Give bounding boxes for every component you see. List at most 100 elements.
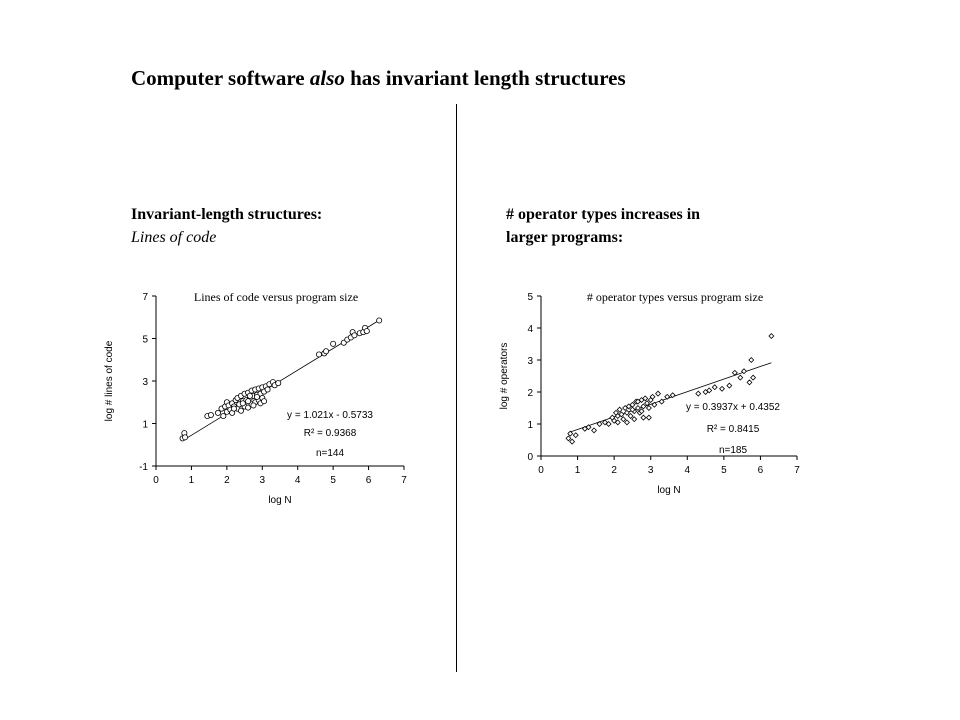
data-point xyxy=(645,405,652,411)
x-tick-label: 6 xyxy=(758,465,764,476)
right-heading-line-1: # operator types increases in xyxy=(506,206,701,223)
data-point xyxy=(616,406,623,413)
data-point xyxy=(363,328,370,335)
data-point xyxy=(746,379,753,386)
data-point xyxy=(629,406,636,413)
y-axis-label: log # operators xyxy=(499,343,510,410)
data-point xyxy=(261,398,268,405)
right-heading-line-2: larger programs: xyxy=(506,229,624,246)
trend-annotation: y = 0.3937x + 0.4352 xyxy=(686,402,780,413)
x-tick-label: 4 xyxy=(685,465,691,476)
data-point xyxy=(731,369,738,376)
data-point xyxy=(627,413,634,419)
data-point xyxy=(623,419,630,426)
data-point xyxy=(315,351,322,358)
x-axis-label: log N xyxy=(657,485,680,496)
x-tick-label: 7 xyxy=(401,475,407,486)
slide-title: Computer software also has invariant len… xyxy=(131,66,626,91)
x-tick-label: 6 xyxy=(366,475,372,486)
y-tick-label: 5 xyxy=(527,292,533,303)
x-tick-label: 2 xyxy=(611,465,617,476)
data-point xyxy=(618,411,625,418)
data-point xyxy=(651,401,658,408)
trend-annotation: y = 1.021x - 0.5733 xyxy=(287,410,373,421)
data-point xyxy=(596,421,603,427)
data-point xyxy=(658,398,665,405)
left-heading-italic: Lines of code xyxy=(131,229,217,246)
trend-annotation: n=185 xyxy=(719,445,748,456)
data-point xyxy=(567,430,574,437)
data-point xyxy=(230,405,237,412)
data-point xyxy=(591,427,597,434)
y-tick-label: 3 xyxy=(527,356,533,367)
data-point xyxy=(640,403,647,410)
data-point xyxy=(376,317,383,324)
data-point xyxy=(585,424,592,431)
x-tick-label: 1 xyxy=(575,465,581,476)
x-tick-label: 2 xyxy=(224,475,230,486)
data-point xyxy=(642,395,649,402)
data-point xyxy=(664,393,671,400)
x-tick-label: 5 xyxy=(330,475,336,486)
x-axis-label: log N xyxy=(268,495,291,506)
data-point xyxy=(623,409,630,416)
data-point xyxy=(275,380,282,387)
chart-operator-types: 0 1 2 3 4 5 0 1 2 3 4 5 6 7 log N log # operators # oper… xyxy=(499,290,800,496)
y-axis-label: log # lines of code xyxy=(104,340,115,421)
title-part-1: Computer software xyxy=(131,66,310,90)
data-point xyxy=(750,374,757,381)
data-point xyxy=(264,386,271,393)
data-point xyxy=(323,348,330,355)
x-tick-label: 3 xyxy=(648,465,654,476)
y-tick-label: 0 xyxy=(527,452,533,463)
data-point xyxy=(644,400,651,407)
y-tick-label: 7 xyxy=(142,292,148,303)
y-tick-label: -1 xyxy=(139,462,148,473)
data-point xyxy=(634,398,641,405)
chart-lines-of-code: -1 1 3 5 7 0 1 2 3 4 5 6 7 log N log # lines of code Li… xyxy=(104,290,407,506)
data-point xyxy=(748,357,755,363)
data-point xyxy=(246,392,253,399)
y-tick-label: 2 xyxy=(527,388,533,399)
left-panel-heading: Invariant-length structures: Lines of co… xyxy=(131,203,431,249)
data-point xyxy=(215,409,222,416)
data-point xyxy=(250,402,257,409)
x-tick-label: 5 xyxy=(721,465,727,476)
data-point xyxy=(631,416,638,423)
data-point xyxy=(569,438,576,445)
x-tick-label: 0 xyxy=(153,475,159,486)
data-point xyxy=(605,421,612,427)
right-panel-heading: # operator types increases in larger pro… xyxy=(506,203,806,249)
data-point xyxy=(634,405,641,411)
trendline xyxy=(568,362,772,434)
data-point xyxy=(572,432,579,439)
data-point xyxy=(655,390,661,397)
data-point xyxy=(645,414,652,421)
chart-title: # operator types versus program size xyxy=(587,290,763,304)
data-point xyxy=(726,382,733,389)
data-point xyxy=(239,400,246,407)
left-heading-bold: Invariant-length structures: xyxy=(131,206,323,223)
y-tick-label: 3 xyxy=(142,377,148,388)
trend-annotation: n=144 xyxy=(316,448,345,459)
y-tick-label: 5 xyxy=(142,335,148,346)
vertical-divider xyxy=(456,104,457,672)
data-point xyxy=(706,387,713,394)
x-tick-label: 1 xyxy=(189,475,195,486)
data-point xyxy=(207,411,214,418)
title-part-2: has invariant length structures xyxy=(344,66,626,90)
trend-annotation: R² = 0.8415 xyxy=(707,424,760,435)
data-point xyxy=(640,414,647,421)
data-point xyxy=(614,419,621,426)
data-point xyxy=(638,408,645,415)
data-point xyxy=(182,434,189,441)
chart-title: Lines of code versus program size xyxy=(194,290,358,304)
x-tick-label: 7 xyxy=(794,465,800,476)
data-point xyxy=(220,413,227,420)
y-tick-label: 1 xyxy=(527,420,533,431)
data-point xyxy=(253,393,260,400)
data-point xyxy=(245,398,252,405)
x-tick-label: 0 xyxy=(538,465,544,476)
y-tick-label: 4 xyxy=(527,324,533,335)
data-point xyxy=(565,435,572,442)
